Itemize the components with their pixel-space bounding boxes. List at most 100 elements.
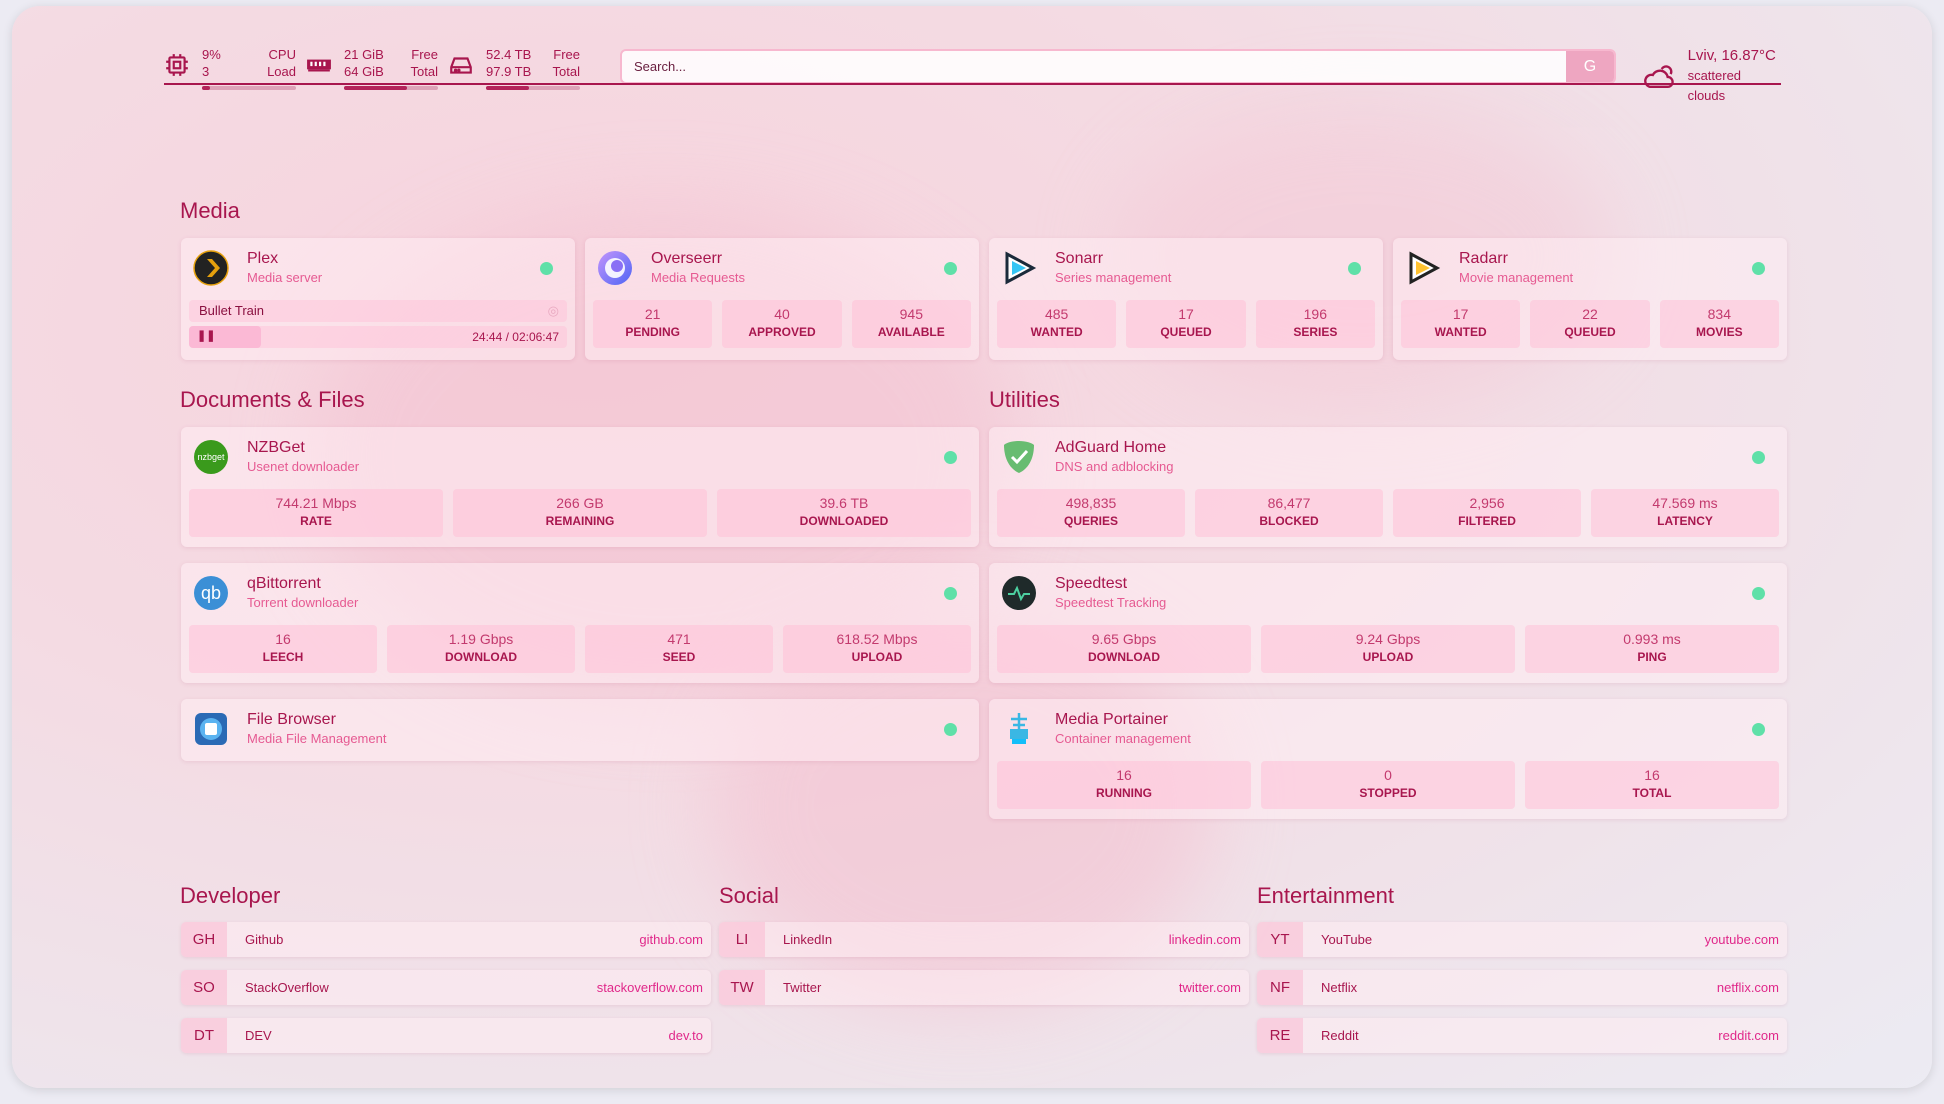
bookmark-twitter[interactable]: TW Twitter twitter.com — [719, 970, 1249, 1005]
stat-value: 86,477 — [1267, 495, 1311, 511]
stat-label: RUNNING — [1096, 786, 1152, 800]
service-description: Container management — [1055, 731, 1191, 746]
stat-value: 471 — [667, 631, 691, 647]
search-input[interactable] — [622, 59, 1566, 74]
disk-icon — [450, 57, 472, 74]
service-name: Overseerr — [651, 250, 723, 267]
bookmark-github[interactable]: GH Github github.com — [181, 922, 711, 957]
stat-label: MOVIES — [1695, 325, 1743, 339]
status-indicator — [1752, 587, 1765, 600]
stat-value: 0 — [1384, 767, 1392, 783]
stat-value: 266 GB — [556, 495, 604, 511]
service-description: Torrent downloader — [247, 595, 359, 610]
bookmark-name: LinkedIn — [783, 932, 833, 947]
stat-label: SEED — [662, 650, 696, 664]
stat-value: 40 — [774, 306, 790, 322]
bookmark-abbr: RE — [1257, 1018, 1303, 1053]
service-card-speedtest[interactable]: Speedtest Speedtest Tracking 9.65 Gbps DO… — [989, 563, 1787, 683]
service-card-media-portainer[interactable]: Media Portainer Container management 16 R… — [989, 699, 1787, 819]
search-provider-button[interactable]: G — [1566, 51, 1614, 82]
stat-queued: 17 QUEUED — [1126, 300, 1246, 348]
stat-blocked: 86,477 BLOCKED — [1195, 489, 1383, 537]
bookmark-linkedin[interactable]: LI LinkedIn linkedin.com — [719, 922, 1249, 957]
service-name: Radarr — [1459, 250, 1508, 267]
bookmark-name: Netflix — [1321, 980, 1358, 995]
stat-label: UPLOAD — [851, 650, 903, 664]
weather-condition: scattered clouds — [1687, 68, 1742, 103]
stat-label: QUEUED — [1564, 325, 1616, 339]
pause-icon[interactable]: ❚❚ — [197, 330, 216, 342]
bookmark-dev[interactable]: DT DEV dev.to — [181, 1018, 711, 1053]
stat-label: SERIES — [1293, 325, 1338, 339]
svg-text:nzbget: nzbget — [197, 452, 225, 462]
section-developer: Developer — [180, 883, 281, 908]
stat-label: UPLOAD — [1362, 650, 1414, 664]
section-media: Media — [180, 198, 240, 223]
cpu-widget: 9% 3 CPU Load — [164, 46, 296, 90]
radarr-logo-icon — [1405, 250, 1441, 286]
service-card-radarr[interactable]: Radarr Movie management 17 WANTED 22 QUEUED… — [1393, 238, 1787, 360]
stat-latency: 47.569 ms LATENCY — [1591, 489, 1779, 537]
service-card-plex[interactable]: Plex Media server Bullet Train ◎ ❚❚ 24:44 … — [181, 238, 575, 360]
stat-total: 16 TOTAL — [1525, 761, 1779, 809]
bookmark-name: Github — [245, 932, 284, 947]
bookmark-netflix[interactable]: NF Netflix netflix.com — [1257, 970, 1787, 1005]
bookmark-abbr: DT — [181, 1018, 227, 1053]
status-indicator — [944, 723, 957, 736]
service-stats: 16 LEECH 1.19 Gbps DOWNLOAD 471 SEED 618.52 Mb… — [189, 625, 971, 673]
service-card-file-browser[interactable]: File Browser Media File Management — [181, 699, 979, 761]
bookmark-reddit[interactable]: RE Reddit reddit.com — [1257, 1018, 1787, 1053]
stat-upload: 618.52 Mbps UPLOAD — [783, 625, 971, 673]
service-description: Series management — [1055, 270, 1172, 285]
bookmark-abbr: NF — [1257, 970, 1303, 1005]
service-card-sonarr[interactable]: Sonarr Series management 485 WANTED 17 QUEU… — [989, 238, 1383, 360]
service-description: Media server — [247, 270, 323, 285]
service-description: Media Requests — [651, 270, 745, 285]
service-name: Sonarr — [1055, 250, 1104, 267]
service-card-qbittorrent[interactable]: qb qBittorrent Torrent downloader 16 LEEC… — [181, 563, 979, 683]
stat-label: DOWNLOAD — [1088, 650, 1160, 664]
disk-label2: Total — [552, 64, 580, 79]
service-name: qBittorrent — [247, 575, 321, 592]
cpu-label: CPU — [268, 47, 296, 62]
stat-value: 39.6 TB — [819, 495, 869, 511]
status-indicator — [540, 262, 553, 275]
stat-rate: 744.21 Mbps RATE — [189, 489, 443, 537]
service-card-nzbget[interactable]: nzbget NZBGet Usenet downloader 744.21 M… — [181, 427, 979, 547]
stat-label: BLOCKED — [1259, 514, 1319, 528]
stat-download: 9.65 Gbps DOWNLOAD — [997, 625, 1251, 673]
playback-time: 24:44 / 02:06:47 — [472, 330, 559, 344]
stat-value: 1.19 Gbps — [448, 631, 514, 647]
service-stats: 498,835 QUERIES 86,477 BLOCKED 2,956 FILTERED… — [997, 489, 1779, 537]
stat-label: QUERIES — [1063, 514, 1118, 528]
stat-label: WANTED — [1030, 325, 1083, 339]
memory-total: 64 GiB — [344, 64, 384, 79]
bookmark-youtube[interactable]: YT YouTube youtube.com — [1257, 922, 1787, 957]
weather-widget: Lviv, 16.87°C scattered clouds — [1642, 46, 1781, 106]
speedtest-logo-icon — [1001, 575, 1037, 611]
bookmark-name: StackOverflow — [245, 980, 329, 995]
header: 9% 3 CPU Load 21 GiB 64 GiB Free Total 52.4 … — [164, 42, 1781, 103]
stat-movies: 834 MOVIES — [1659, 300, 1779, 348]
stat-value: 744.21 Mbps — [275, 495, 357, 511]
stat-label: QUEUED — [1160, 325, 1212, 339]
stat-approved: 40 APPROVED — [722, 300, 842, 348]
bookmark-stackoverflow[interactable]: SO StackOverflow stackoverflow.com — [181, 970, 711, 1005]
service-description: Movie management — [1459, 270, 1574, 285]
cpu-label2: Load — [267, 64, 296, 79]
bookmark-abbr: GH — [181, 922, 227, 957]
section-entertainment: Entertainment — [1257, 883, 1394, 908]
qbittorrent-logo-icon: qb — [193, 575, 229, 611]
stat-remaining: 266 GB REMAINING — [453, 489, 707, 537]
cpu-value: 9% — [202, 47, 221, 62]
cpu-cores: 3 — [202, 64, 210, 79]
service-description: DNS and adblocking — [1055, 459, 1174, 474]
service-card-adguard-home[interactable]: AdGuard Home DNS and adblocking 498,835 Q… — [989, 427, 1787, 547]
service-name: Speedtest — [1055, 575, 1128, 592]
bookmark-url: reddit.com — [1718, 1028, 1779, 1043]
bookmark-abbr: TW — [719, 970, 765, 1005]
disk-widget: 52.4 TB 97.9 TB Free Total — [448, 46, 580, 90]
bookmark-abbr: SO — [181, 970, 227, 1005]
stat-label: LEECH — [262, 650, 304, 664]
service-card-overseerr[interactable]: Overseerr Media Requests 21 PENDING 40 APPR… — [585, 238, 979, 360]
